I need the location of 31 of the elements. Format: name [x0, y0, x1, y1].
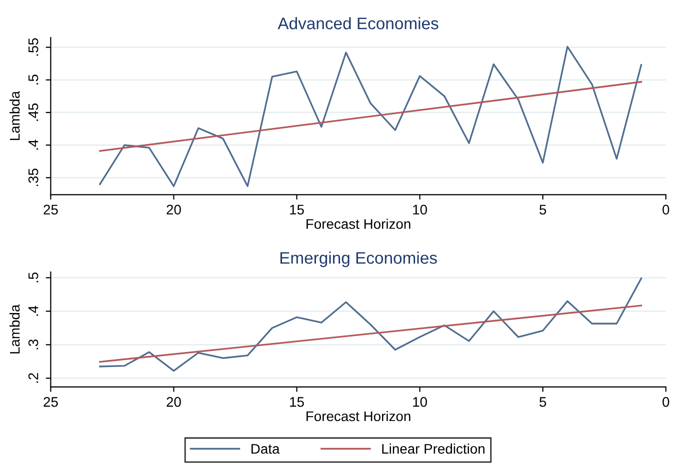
x-tick-label: 10: [413, 204, 427, 215]
y-axis-title: Lambda: [10, 90, 20, 140]
y-tick-label: .5: [28, 74, 38, 84]
legend-label: Data: [252, 444, 280, 454]
y-tick-label: .5: [28, 272, 38, 282]
y-axis-title: Lambda: [10, 304, 20, 354]
x-tick-label: 20: [166, 204, 181, 215]
x-tick-label: 15: [290, 204, 304, 215]
x-tick-label: 25: [44, 204, 58, 215]
x-tick-label: 5: [540, 204, 546, 215]
line-series: [99, 46, 642, 187]
legend-label: Linear Prediction: [382, 444, 484, 454]
x-tick-label: 10: [413, 397, 427, 407]
y-tick-label: .4: [28, 140, 38, 150]
x-tick-label: 15: [290, 397, 304, 407]
y-tick-label: .2: [28, 373, 38, 383]
y-tick-label: .3: [28, 340, 38, 350]
line-series: [99, 278, 642, 372]
x-tick-label: 25: [44, 397, 58, 407]
x-tick-label: 0: [662, 397, 670, 407]
chart-title: Advanced Economies: [278, 17, 438, 30]
y-tick-label: .55: [28, 38, 38, 56]
y-tick-label: .35: [28, 168, 38, 186]
x-tick-label: 0: [662, 204, 670, 215]
y-tick-label: .45: [28, 103, 38, 121]
x-tick-label: 5: [540, 397, 546, 407]
x-tick-label: 20: [166, 397, 181, 407]
y-tick-label: .4: [28, 306, 38, 316]
chart-title: Emerging Economies: [280, 252, 437, 268]
x-axis-title: Forecast Horizon: [306, 410, 410, 422]
x-axis-title: Forecast Horizon: [306, 218, 410, 229]
